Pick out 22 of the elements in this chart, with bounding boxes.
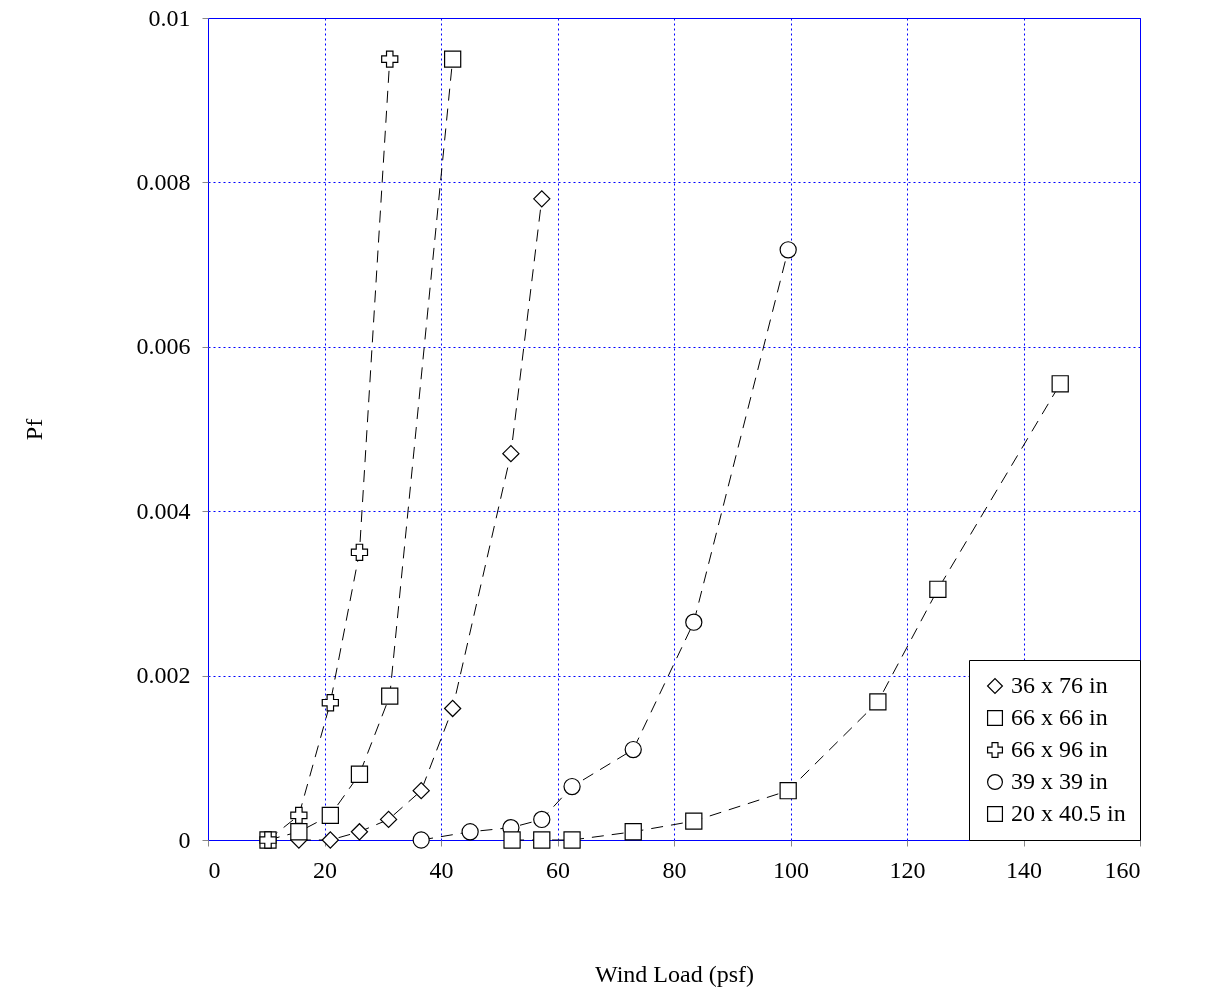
y-axis-title: Pf [20,418,47,441]
legend-label: 36 x 76 in [1011,672,1108,698]
y-tick-label: 0.002 [136,662,191,689]
x-tick-label: 40 [429,856,454,883]
legend-label: 66 x 66 in [1011,704,1108,730]
x-tick-label: 20 [313,856,337,883]
x-tick-label: 60 [546,856,570,883]
y-tick-label: 0.004 [136,497,191,524]
x-tick-label: 100 [773,856,809,883]
y-tick-label: 0.006 [136,333,191,360]
x-tick-label: 120 [889,856,926,883]
legend-label: 39 x 39 in [1011,768,1108,794]
legend-label: 66 x 96 in [1011,736,1108,762]
x-tick-label: 0 [208,856,221,883]
x-tick-label: 160 [1104,856,1141,883]
y-tick-label: 0.01 [148,4,191,31]
y-tick-label: 0.008 [136,168,191,195]
x-axis-title: Wind Load (psf) [595,960,754,987]
x-tick-label: 140 [1006,856,1042,883]
legend-label: 20 x 40.5 in [1011,800,1126,826]
y-tick-label: 0 [178,826,191,853]
x-tick-label: 80 [662,856,687,883]
